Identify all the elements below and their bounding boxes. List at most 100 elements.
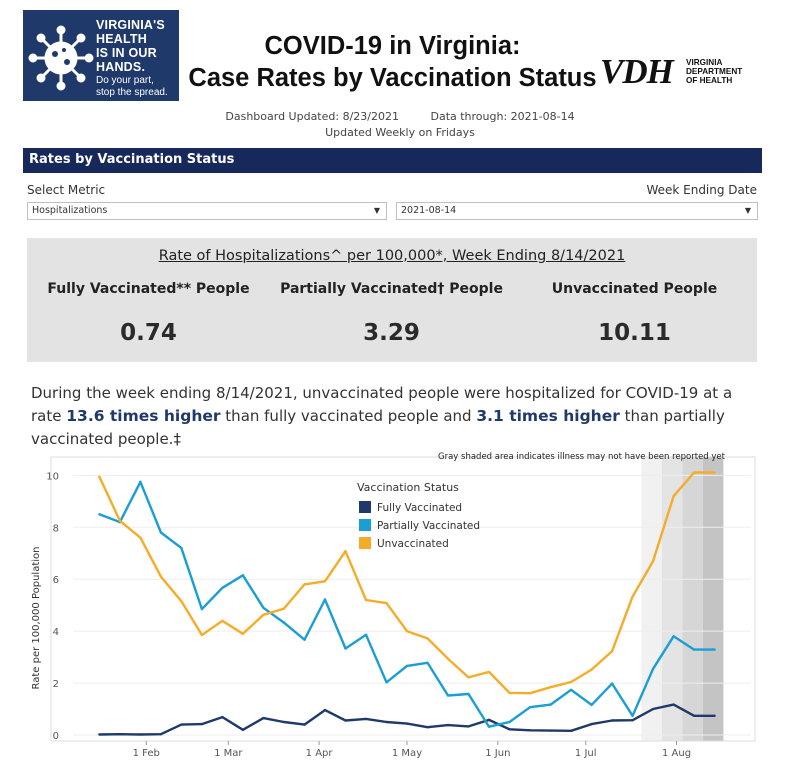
fully-vaccinated-label: Fully Vaccinated** People <box>47 281 250 297</box>
legend-entry: Partially Vaccinated <box>377 520 480 532</box>
fully-ratio-highlight: 13.6 times higher <box>66 407 221 425</box>
plot-frame <box>50 456 756 742</box>
legend-title: Vaccination Status <box>357 481 459 494</box>
data-point <box>426 726 429 729</box>
section-header: Rates by Vaccination Status <box>23 148 762 173</box>
unvaccinated-label: Unvaccinated People <box>551 281 718 297</box>
data-point <box>590 703 593 707</box>
data-point <box>139 536 142 539</box>
data-point <box>487 718 491 722</box>
data-point <box>180 546 183 550</box>
data-point <box>405 722 409 725</box>
data-point <box>590 668 593 671</box>
fully-vaccinated-rate: 0.74 <box>120 320 177 346</box>
data-point <box>672 494 675 498</box>
metric-select[interactable]: Hospitalizations ▼ <box>27 202 387 220</box>
x-tick-label: 1 Jun <box>485 748 510 759</box>
data-point <box>528 706 532 709</box>
y-tick-label: 6 <box>53 575 59 586</box>
x-tick-label: 1 Apr <box>306 748 334 759</box>
data-point <box>180 600 183 603</box>
vdh-logo-mark: VDH <box>600 52 674 91</box>
week-select[interactable]: 2021-08-14 ▼ <box>396 202 758 220</box>
rates-heading: Rate of Hospitalizations^ per 100,000*, … <box>158 248 626 264</box>
chevron-down-icon: ▼ <box>373 206 380 215</box>
logo-line-3: IS IN OUR <box>96 46 157 60</box>
data-point <box>98 733 101 736</box>
data-point <box>713 714 716 717</box>
data-point <box>508 691 511 695</box>
page-title: COVID-19 in Virginia: Case Rates by Vacc… <box>185 30 600 94</box>
data-point <box>323 580 327 583</box>
logo-sub-1: Do your part, <box>96 75 154 86</box>
update-info: Dashboard Updated: 8/23/2021 Data throug… <box>0 110 800 123</box>
logo-line-2: HEALTH <box>96 32 147 46</box>
section-title: Rates by Vaccination Status <box>29 152 235 167</box>
narrative-part-3: than partially vaccinated people.‡ <box>31 407 725 448</box>
data-point <box>344 719 347 722</box>
data-point <box>282 621 286 624</box>
data-point <box>241 632 245 635</box>
data-point <box>549 686 552 689</box>
chart-legend: Vaccination Status Fully Vaccinated Parti… <box>357 481 480 550</box>
data-point <box>98 513 101 516</box>
data-point <box>528 692 532 695</box>
data-point <box>610 719 614 722</box>
week-select-value: 2021-08-14 <box>401 205 457 216</box>
legend-entry: Fully Vaccinated <box>377 502 462 514</box>
vdh-name-line-2: DEPARTMENT <box>686 67 743 76</box>
data-through: Data through: 2021-08-14 <box>430 110 575 123</box>
data-point <box>241 574 245 577</box>
data-point <box>221 715 224 719</box>
data-point <box>385 681 388 684</box>
data-point <box>446 694 450 697</box>
data-point <box>672 635 675 638</box>
y-tick-label: 8 <box>53 523 59 534</box>
legend-swatch <box>359 537 371 549</box>
data-point <box>528 729 532 732</box>
gray-shaded-region-3 <box>682 457 703 741</box>
data-point <box>303 583 306 586</box>
logo-line-4: HANDS. <box>96 60 146 74</box>
data-point <box>118 733 122 736</box>
data-point <box>200 607 204 611</box>
data-point <box>385 720 388 724</box>
data-point <box>569 688 573 692</box>
data-point <box>467 692 470 696</box>
data-point <box>323 598 327 601</box>
data-point <box>672 703 675 706</box>
data-point <box>159 575 163 578</box>
data-point <box>446 657 450 660</box>
data-point <box>344 647 347 650</box>
data-point <box>385 601 388 605</box>
vdh-logo: VDH VIRGINIA DEPARTMENT OF HEALTH <box>600 52 770 92</box>
data-point <box>221 586 224 589</box>
x-tick-label: 1 Feb <box>133 748 160 759</box>
data-point <box>590 722 593 726</box>
partial-ratio-highlight: 3.1 times higher <box>476 407 620 425</box>
data-point <box>282 607 286 610</box>
metric-select-value: Hospitalizations <box>32 205 108 216</box>
data-point <box>98 475 101 478</box>
x-tick-label: 1 Jul <box>575 748 597 759</box>
data-point <box>692 648 696 651</box>
data-point <box>651 707 655 711</box>
partially-vaccinated-rate: 3.29 <box>363 320 420 346</box>
page-title-line-2: Case Rates by Vaccination Status <box>188 64 597 92</box>
legend-swatch <box>359 501 371 513</box>
data-point <box>426 637 429 640</box>
data-point <box>610 682 614 685</box>
metric-label: Select Metric <box>27 183 106 197</box>
data-point <box>713 471 716 474</box>
data-point <box>344 549 347 553</box>
data-point <box>139 480 142 484</box>
y-tick-label: 2 <box>53 679 59 690</box>
x-tick-label: 1 Aug <box>662 748 691 759</box>
data-point <box>405 629 409 633</box>
virginia-health-logo: VIRGINIA'S HEALTH IS IN OUR HANDS. Do yo… <box>23 10 179 101</box>
data-point <box>221 619 224 622</box>
data-point <box>569 680 573 684</box>
data-point <box>282 720 286 724</box>
update-frequency: Updated Weekly on Fridays <box>325 126 475 139</box>
data-point <box>508 720 511 724</box>
